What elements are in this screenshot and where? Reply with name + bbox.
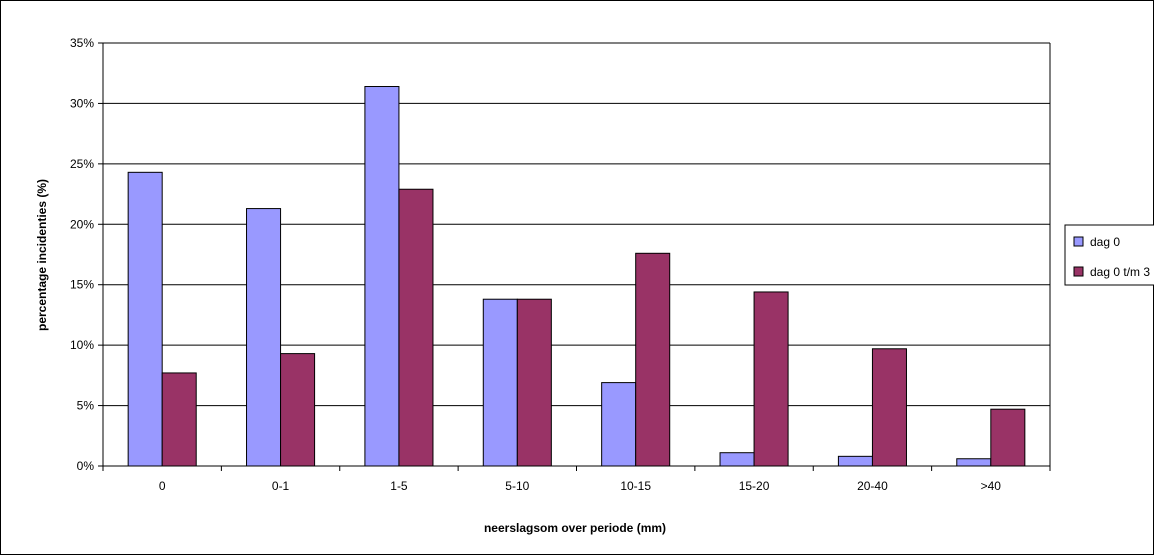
x-tick-label: 20-40 [857, 479, 888, 493]
y-tick-label: 0% [77, 459, 95, 473]
x-tick-label: 0 [159, 479, 166, 493]
y-tick-label: 20% [70, 217, 94, 231]
bar-dag-0-t-m-3-3 [516, 298, 552, 467]
bar-dag-0-7 [956, 458, 992, 467]
x-tick-labels: 0 0-1 1-5 5-10 10-15 15-20 20-40 >40 [159, 479, 1001, 493]
x-tick-label: >40 [981, 479, 1002, 493]
legend-label: dag 0 t/m 3 [1090, 265, 1150, 279]
y-tick-label: 35% [70, 36, 94, 50]
bar-dag-0-t-m-3-1 [280, 353, 316, 467]
bar-dag-0-t-m-3-7 [990, 408, 1026, 467]
y-axis-label: percentage incidenties (%) [35, 179, 49, 331]
bar-dag-0-6 [837, 455, 873, 467]
y-tick-label: 15% [70, 278, 94, 292]
bar-dag-0-3 [482, 298, 518, 467]
y-tick-label: 5% [77, 399, 95, 413]
legend-swatch [1073, 266, 1084, 277]
bar-dag-0-0 [127, 171, 163, 467]
bar-dag-0-4 [601, 382, 637, 467]
bar-dag-0-t-m-3-2 [398, 188, 434, 467]
bar-dag-0-5 [719, 452, 755, 467]
bar-dag-0-t-m-3-4 [635, 252, 671, 467]
x-tick-label: 5-10 [505, 479, 529, 493]
x-axis-label: neerslagsom over periode (mm) [484, 521, 666, 535]
x-tick-label: 0-1 [272, 479, 290, 493]
y-tick-labels: 0% 5% 10% 15% 20% 25% 30% 35% [70, 36, 94, 473]
bar-dag-0-t-m-3-0 [161, 372, 197, 467]
bars [127, 86, 1026, 467]
axes [98, 42, 1051, 471]
x-tick-label: 1-5 [390, 479, 408, 493]
legend-swatch [1073, 236, 1084, 247]
bar-dag-0-t-m-3-5 [753, 291, 789, 467]
legend-label: dag 0 [1090, 235, 1120, 249]
x-tick-label: 10-15 [620, 479, 651, 493]
y-tick-label: 25% [70, 157, 94, 171]
gridlines [103, 42, 1050, 407]
legend: dag 0 dag 0 t/m 3 [1064, 224, 1154, 286]
bar-dag-0-2 [364, 86, 400, 467]
y-tick-label: 10% [70, 338, 94, 352]
bar-dag-0-1 [246, 208, 282, 467]
x-tick-label: 15-20 [739, 479, 770, 493]
bar-dag-0-t-m-3-6 [871, 348, 907, 467]
y-tick-label: 30% [70, 96, 94, 110]
